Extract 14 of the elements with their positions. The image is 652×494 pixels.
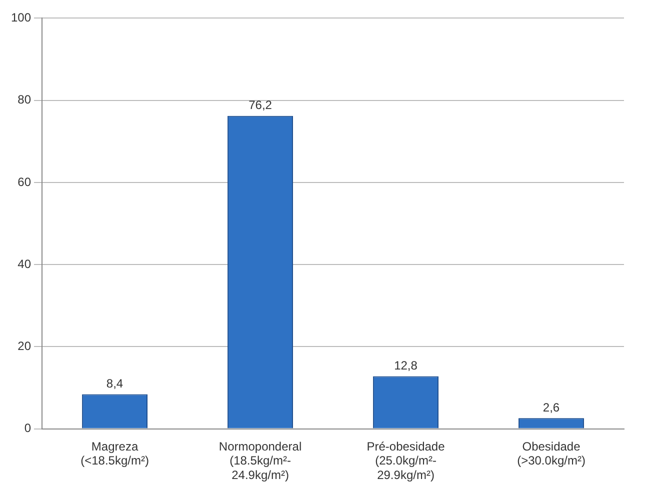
data-label: 2,6 xyxy=(542,400,560,414)
data-label: 8,4 xyxy=(106,376,124,391)
y-tick-label: 60 xyxy=(18,174,32,189)
x-tick-label: Normoponderal (18.5kg/m²-24.9kg/m²) xyxy=(218,439,302,482)
y-tick-label: 100 xyxy=(10,10,32,25)
data-label: 76,2 xyxy=(248,98,272,112)
x-tick-label: Obesidade (>30.0kg/m²) xyxy=(517,439,586,468)
y-tick-label: 0 xyxy=(24,421,32,436)
y-tick-label: 20 xyxy=(18,338,32,353)
data-label: 12,8 xyxy=(394,358,418,373)
x-tick-label: Magreza (<18.5kg/m²) xyxy=(80,439,149,468)
y-tick-label: 80 xyxy=(18,92,32,107)
y-tick-label: 40 xyxy=(18,256,32,271)
x-tick-label: Pré-obesidade (25.0kg/m²-29.9kg/m²) xyxy=(366,439,446,482)
